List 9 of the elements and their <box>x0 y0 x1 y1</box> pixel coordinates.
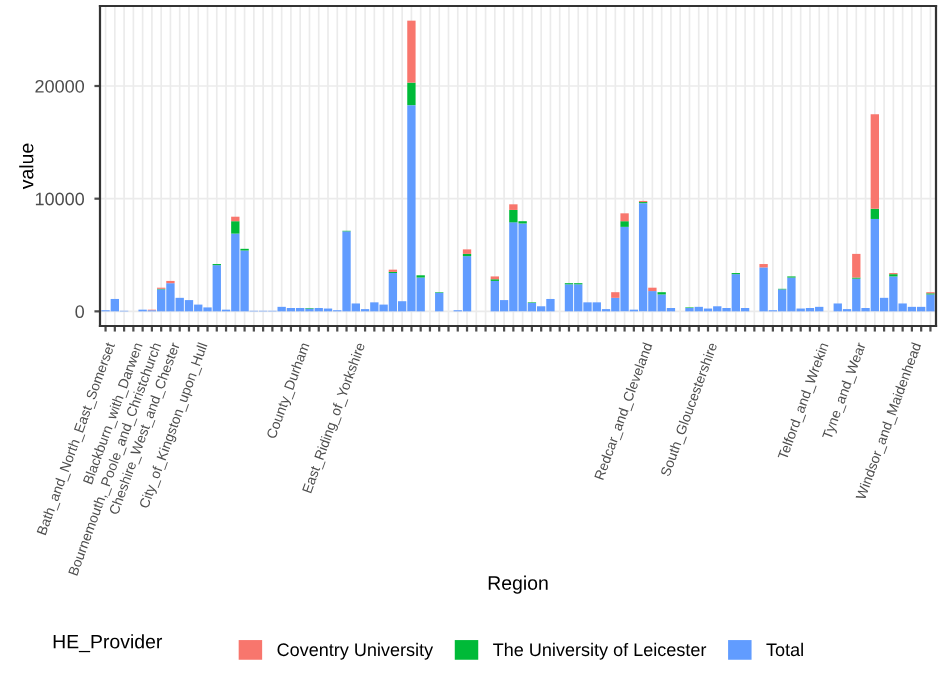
y-tick-label: 0 <box>75 305 85 319</box>
y-axis-title: value <box>19 143 34 190</box>
x-axis-title: Region <box>488 575 548 594</box>
legend-title: HE_Provider <box>53 634 163 653</box>
legend-label: Total <box>766 642 803 657</box>
legend-label: The University of Leicester <box>493 642 707 660</box>
legend-label: Coventry University <box>277 642 434 660</box>
y-tick-label: 10000 <box>35 192 85 206</box>
y-tick-label: 20000 <box>35 79 85 93</box>
